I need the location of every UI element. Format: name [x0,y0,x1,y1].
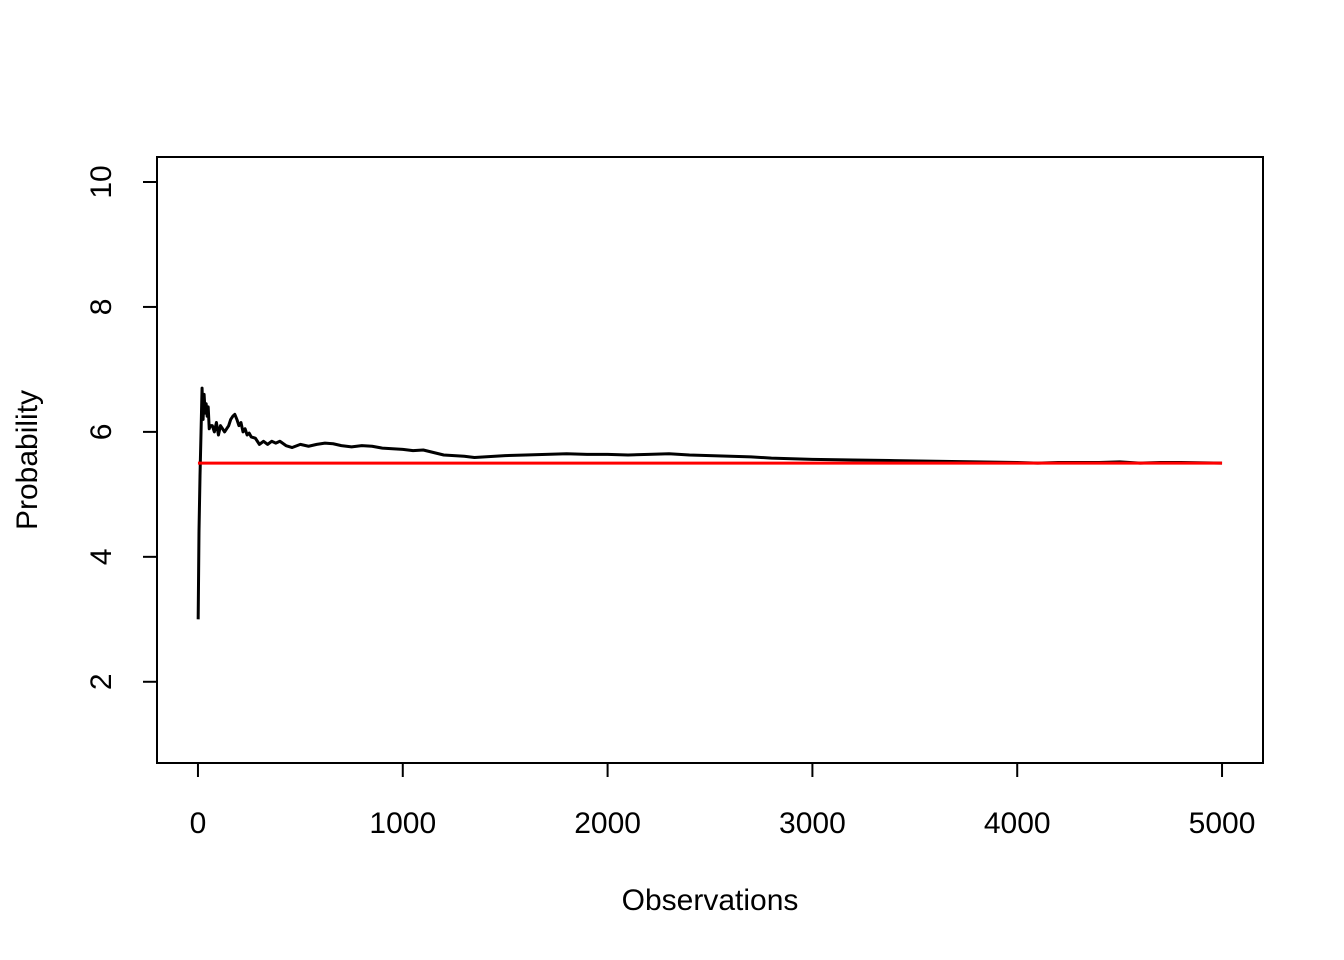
x-tick-label: 2000 [574,807,641,840]
x-tick-label: 0 [190,807,207,840]
y-axis-title: Probability [11,390,44,530]
y-tick-label: 10 [85,165,118,198]
x-tick-label: 3000 [779,807,846,840]
x-tick-label: 5000 [1189,807,1256,840]
running-probability-line [196,386,1223,620]
y-tick-label: 8 [85,299,118,316]
y-axis: 2 4 6 8 10 [85,165,158,690]
y-tick-label: 4 [85,548,118,565]
x-axis-title: Observations [622,884,799,917]
x-tick-label: 4000 [984,807,1051,840]
x-axis: 0 1000 2000 3000 4000 5000 [190,762,1256,840]
y-tick-label: 2 [85,673,118,690]
y-tick-label: 6 [85,424,118,441]
plot-frame [156,156,1264,764]
x-tick-label: 1000 [369,807,436,840]
series-layer [196,386,1223,620]
